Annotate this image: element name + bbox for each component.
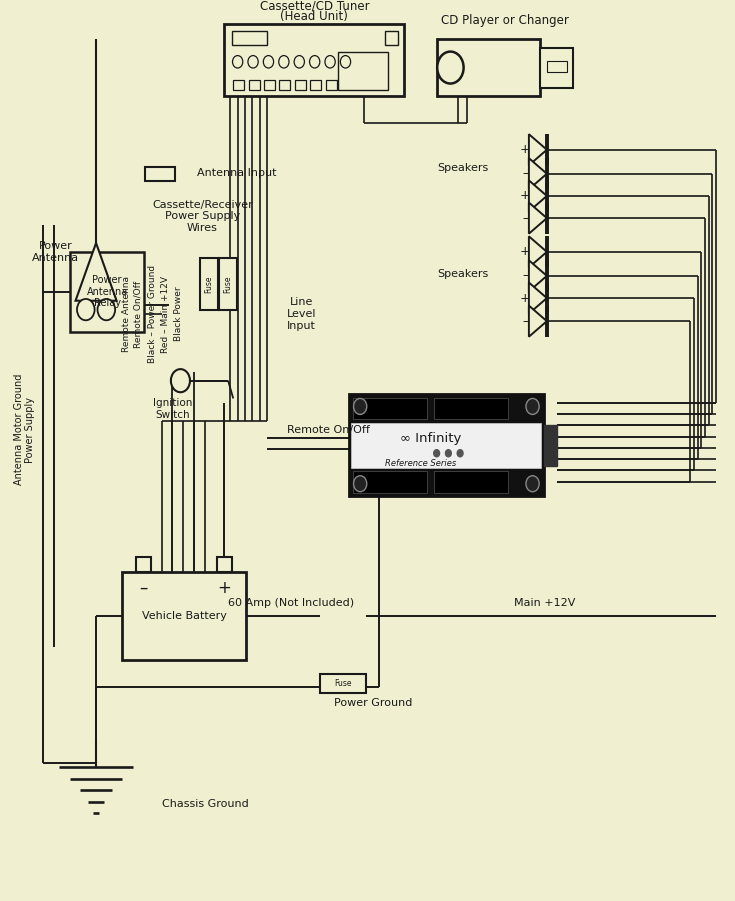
Bar [248, 80, 259, 90]
Text: +: + [520, 292, 531, 305]
Circle shape [77, 299, 95, 320]
Text: Cassette/CD Tuner: Cassette/CD Tuner [259, 0, 369, 13]
Circle shape [98, 299, 115, 320]
Polygon shape [529, 236, 547, 268]
Circle shape [248, 56, 258, 68]
Bar [146, 168, 174, 181]
Text: Speakers: Speakers [437, 163, 489, 173]
Bar [320, 674, 366, 694]
Bar [200, 258, 218, 310]
Polygon shape [76, 243, 117, 301]
Text: Remote On/Off: Remote On/Off [133, 280, 143, 348]
Polygon shape [529, 134, 547, 165]
Text: +: + [218, 578, 232, 596]
Circle shape [445, 450, 451, 457]
Circle shape [340, 56, 351, 68]
Text: Reference Series: Reference Series [385, 459, 456, 468]
Text: Speakers: Speakers [437, 269, 489, 279]
Text: Power Ground: Power Ground [334, 698, 413, 708]
Bar [217, 558, 232, 571]
Text: ∞ Infinity: ∞ Infinity [400, 432, 462, 445]
Polygon shape [529, 260, 547, 291]
Bar [264, 80, 275, 90]
Text: Antenna Motor Ground: Antenna Motor Ground [14, 374, 24, 486]
Bar [295, 80, 306, 90]
Text: –: – [522, 212, 528, 224]
Bar [547, 60, 567, 72]
Bar [326, 80, 337, 90]
Circle shape [457, 450, 463, 457]
Text: Power Supply: Power Supply [25, 396, 35, 462]
Text: Fuse: Fuse [334, 679, 351, 688]
Text: Ignition
Switch: Ignition Switch [154, 398, 193, 420]
Bar [137, 558, 151, 571]
Circle shape [263, 56, 273, 68]
Text: Cassette/Receiver
Power Supply
Wires: Cassette/Receiver Power Supply Wires [152, 200, 253, 233]
Text: –: – [522, 314, 528, 328]
Bar [385, 31, 398, 45]
Text: Power
Antenna
Relay: Power Antenna Relay [87, 275, 128, 308]
Bar [434, 471, 508, 493]
Text: –: – [140, 578, 148, 596]
Bar [224, 23, 404, 96]
Circle shape [325, 56, 335, 68]
Bar [434, 397, 508, 419]
Polygon shape [529, 159, 547, 189]
Polygon shape [529, 283, 547, 314]
Bar [351, 423, 542, 468]
Circle shape [232, 56, 243, 68]
Circle shape [294, 56, 304, 68]
Bar [279, 80, 290, 90]
Polygon shape [529, 305, 547, 337]
Text: +: + [520, 245, 531, 259]
Circle shape [434, 450, 440, 457]
Circle shape [437, 51, 464, 84]
Polygon shape [529, 203, 547, 233]
Bar [349, 394, 544, 496]
Bar [544, 424, 557, 466]
Text: –: – [522, 168, 528, 180]
Bar [310, 80, 321, 90]
Text: Main +12V: Main +12V [514, 597, 576, 608]
Text: 60 Amp (Not Included): 60 Amp (Not Included) [228, 597, 354, 608]
Text: Remote Antenna: Remote Antenna [122, 276, 132, 352]
Text: Black Power: Black Power [174, 287, 184, 341]
Bar [540, 48, 573, 87]
Text: Fuse: Fuse [204, 275, 214, 293]
Text: CD Player or Changer: CD Player or Changer [441, 14, 569, 27]
Circle shape [354, 476, 367, 492]
Circle shape [526, 476, 539, 492]
Text: Vehicle Battery: Vehicle Battery [142, 611, 226, 621]
Circle shape [309, 56, 320, 68]
Text: –: – [522, 269, 528, 282]
Polygon shape [529, 180, 547, 212]
Text: Black – Power Ground: Black – Power Ground [148, 265, 157, 363]
Bar [122, 571, 246, 660]
Text: (Head Unit): (Head Unit) [280, 10, 348, 23]
Text: +: + [520, 143, 531, 156]
Text: Fuse: Fuse [223, 275, 232, 293]
Bar [233, 80, 244, 90]
Text: Chassis Ground: Chassis Ground [162, 799, 249, 809]
Text: Line
Level
Input: Line Level Input [287, 297, 316, 331]
Text: +: + [520, 189, 531, 203]
Bar [437, 39, 540, 96]
Text: Remote On/Off: Remote On/Off [287, 424, 370, 434]
Text: Power
Antenna: Power Antenna [32, 241, 79, 263]
Bar [338, 52, 388, 90]
Circle shape [171, 369, 190, 392]
Bar [71, 252, 144, 332]
Text: Red – Main +12V: Red – Main +12V [161, 276, 171, 352]
Bar [219, 258, 237, 310]
Bar [353, 471, 427, 493]
Text: Antenna Input: Antenna Input [196, 168, 276, 177]
Circle shape [354, 398, 367, 414]
Circle shape [526, 398, 539, 414]
Circle shape [279, 56, 289, 68]
Bar [353, 397, 427, 419]
Bar [232, 31, 267, 45]
